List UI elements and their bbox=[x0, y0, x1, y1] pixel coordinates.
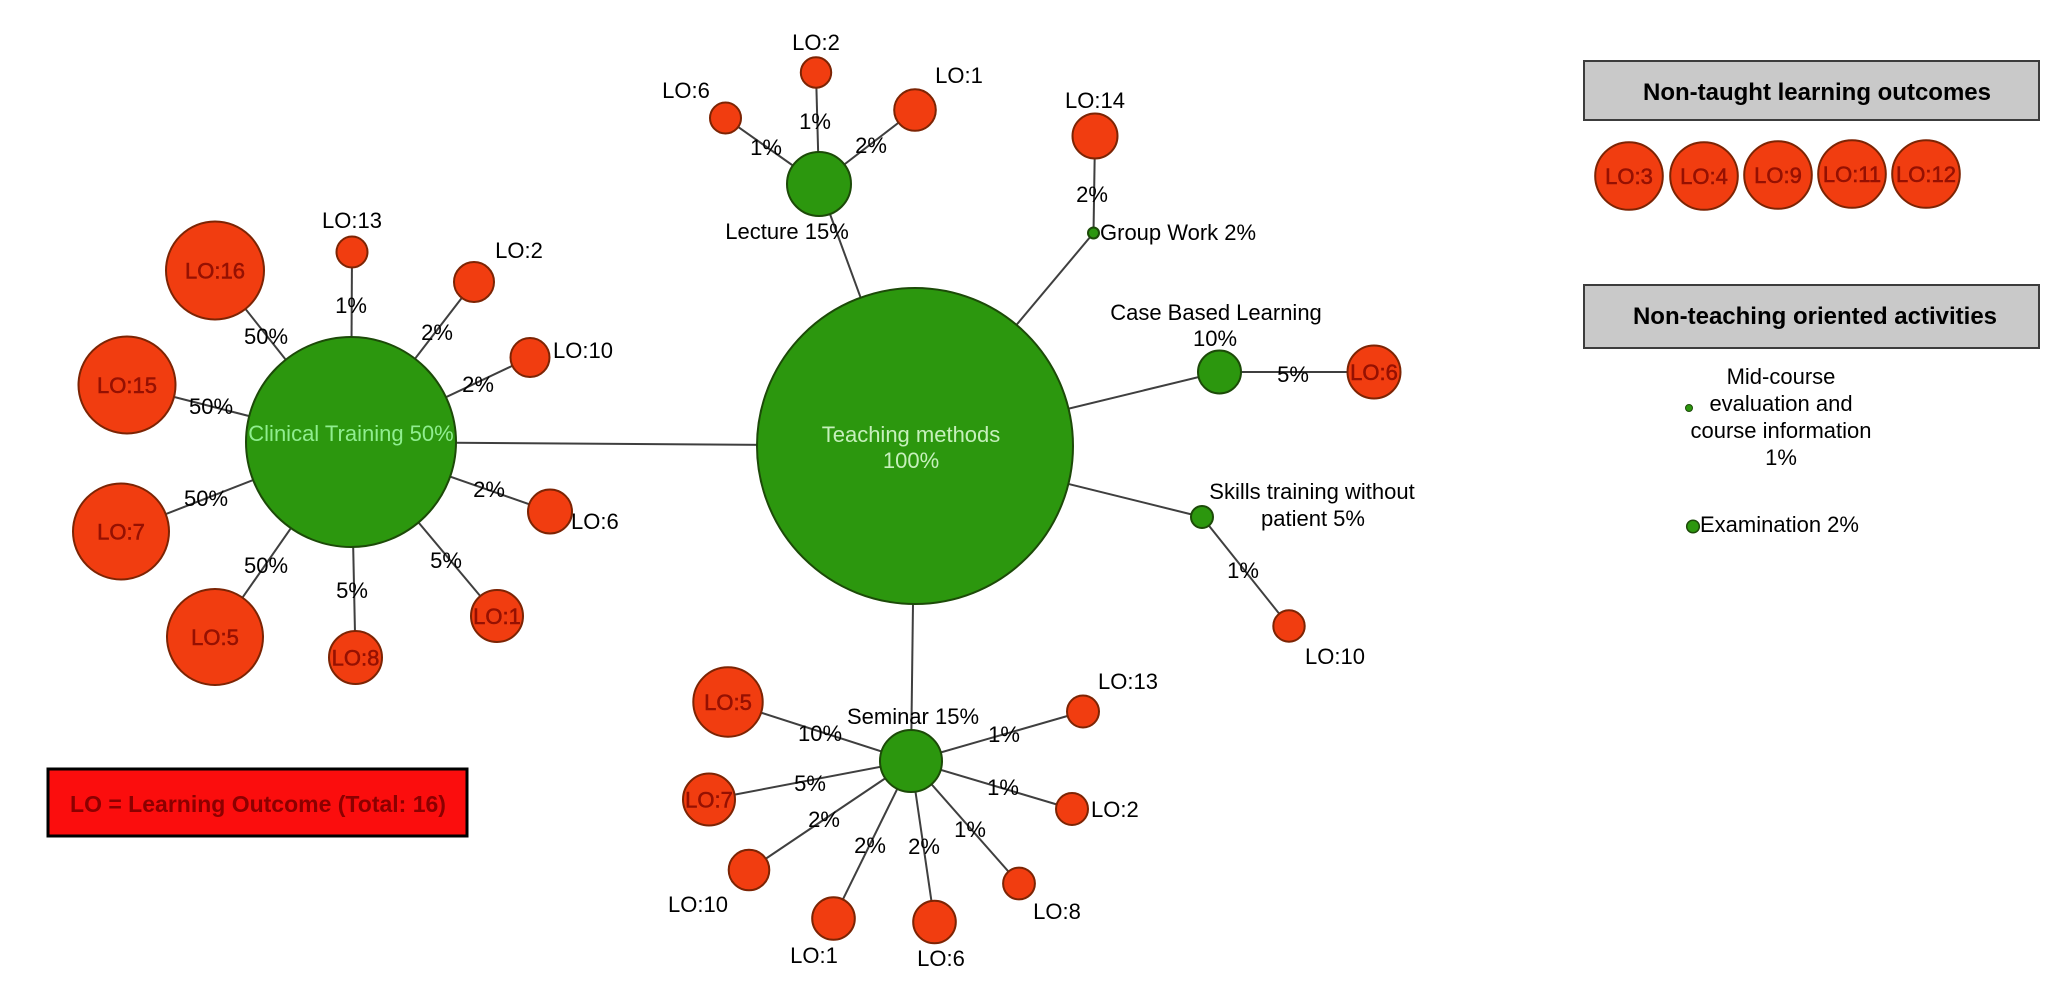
svg-text:2%: 2% bbox=[854, 833, 886, 858]
svg-text:1%: 1% bbox=[799, 109, 831, 134]
svg-text:1%: 1% bbox=[987, 775, 1019, 800]
svg-text:2%: 2% bbox=[421, 320, 453, 345]
svg-text:LO:14: LO:14 bbox=[1065, 88, 1125, 113]
svg-text:LO:1: LO:1 bbox=[473, 604, 521, 629]
svg-text:LO:10: LO:10 bbox=[1305, 644, 1365, 669]
svg-text:LO:15: LO:15 bbox=[97, 373, 157, 398]
svg-text:LO:6: LO:6 bbox=[571, 509, 619, 534]
svg-text:course information: course information bbox=[1691, 418, 1872, 443]
svg-text:Teaching methods: Teaching methods bbox=[822, 422, 1001, 447]
svg-text:2%: 2% bbox=[462, 372, 494, 397]
svg-text:LO:6: LO:6 bbox=[917, 946, 965, 971]
svg-text:LO:8: LO:8 bbox=[332, 646, 380, 671]
svg-text:LO:1: LO:1 bbox=[790, 943, 838, 968]
svg-text:LO:6: LO:6 bbox=[1350, 360, 1398, 385]
svg-text:1%: 1% bbox=[1227, 558, 1259, 583]
svg-text:1%: 1% bbox=[1765, 445, 1797, 470]
svg-text:LO:6: LO:6 bbox=[662, 78, 710, 103]
svg-text:LO:2: LO:2 bbox=[792, 30, 840, 55]
svg-text:LO:7: LO:7 bbox=[97, 520, 145, 545]
svg-text:2%: 2% bbox=[473, 477, 505, 502]
svg-text:LO:16: LO:16 bbox=[185, 259, 245, 284]
svg-text:2%: 2% bbox=[908, 834, 940, 859]
svg-text:LO:5: LO:5 bbox=[704, 690, 752, 715]
svg-text:LO:5: LO:5 bbox=[191, 625, 239, 650]
svg-text:LO:8: LO:8 bbox=[1033, 899, 1081, 924]
svg-text:10%: 10% bbox=[798, 721, 842, 746]
svg-text:LO:7: LO:7 bbox=[685, 788, 733, 813]
svg-text:LO:12: LO:12 bbox=[1896, 162, 1956, 187]
svg-text:patient 5%: patient 5% bbox=[1261, 506, 1365, 531]
svg-text:50%: 50% bbox=[244, 553, 288, 578]
svg-text:5%: 5% bbox=[1277, 362, 1309, 387]
svg-text:50%: 50% bbox=[184, 486, 228, 511]
svg-text:2%: 2% bbox=[1076, 182, 1108, 207]
svg-text:5%: 5% bbox=[430, 548, 462, 573]
svg-text:1%: 1% bbox=[988, 722, 1020, 747]
svg-text:10%: 10% bbox=[1193, 326, 1237, 351]
svg-text:2%: 2% bbox=[808, 807, 840, 832]
svg-text:1%: 1% bbox=[750, 135, 782, 160]
svg-text:Mid-course: Mid-course bbox=[1727, 364, 1836, 389]
svg-text:5%: 5% bbox=[336, 578, 368, 603]
svg-text:LO:3: LO:3 bbox=[1605, 164, 1653, 189]
svg-text:LO:13: LO:13 bbox=[1098, 669, 1158, 694]
svg-text:100%: 100% bbox=[883, 448, 939, 473]
svg-text:50%: 50% bbox=[244, 324, 288, 349]
svg-text:evaluation and: evaluation and bbox=[1709, 391, 1852, 416]
svg-text:Non-teaching oriented activiti: Non-teaching oriented activities bbox=[1633, 303, 1997, 330]
svg-text:Non-taught learning outcomes: Non-taught learning outcomes bbox=[1643, 79, 1991, 106]
svg-text:LO:11: LO:11 bbox=[1823, 162, 1881, 187]
svg-text:Case Based Learning: Case Based Learning bbox=[1110, 300, 1322, 325]
svg-text:Seminar 15%: Seminar 15% bbox=[847, 704, 979, 729]
svg-text:2%: 2% bbox=[855, 133, 887, 158]
svg-text:1%: 1% bbox=[954, 817, 986, 842]
svg-text:1%: 1% bbox=[335, 293, 367, 318]
svg-text:LO:10: LO:10 bbox=[668, 892, 728, 917]
svg-text:LO = Learning Outcome (Total:: LO = Learning Outcome (Total: 16) bbox=[70, 791, 446, 817]
svg-text:Skills training without: Skills training without bbox=[1209, 479, 1414, 504]
svg-text:Clinical Training 50%: Clinical Training 50% bbox=[248, 421, 453, 446]
svg-text:LO:9: LO:9 bbox=[1754, 163, 1802, 188]
svg-text:LO:1: LO:1 bbox=[935, 63, 983, 88]
svg-text:Lecture 15%: Lecture 15% bbox=[725, 219, 849, 244]
svg-text:5%: 5% bbox=[794, 771, 826, 796]
svg-text:Examination 2%: Examination 2% bbox=[1700, 512, 1859, 537]
svg-text:LO:2: LO:2 bbox=[1091, 797, 1139, 822]
svg-text:50%: 50% bbox=[189, 394, 233, 419]
svg-text:LO:13: LO:13 bbox=[322, 208, 382, 233]
svg-text:LO:4: LO:4 bbox=[1680, 164, 1728, 189]
svg-text:LO:2: LO:2 bbox=[495, 238, 543, 263]
svg-text:LO:10: LO:10 bbox=[553, 338, 613, 363]
svg-text:Group Work 2%: Group Work 2% bbox=[1100, 220, 1256, 245]
